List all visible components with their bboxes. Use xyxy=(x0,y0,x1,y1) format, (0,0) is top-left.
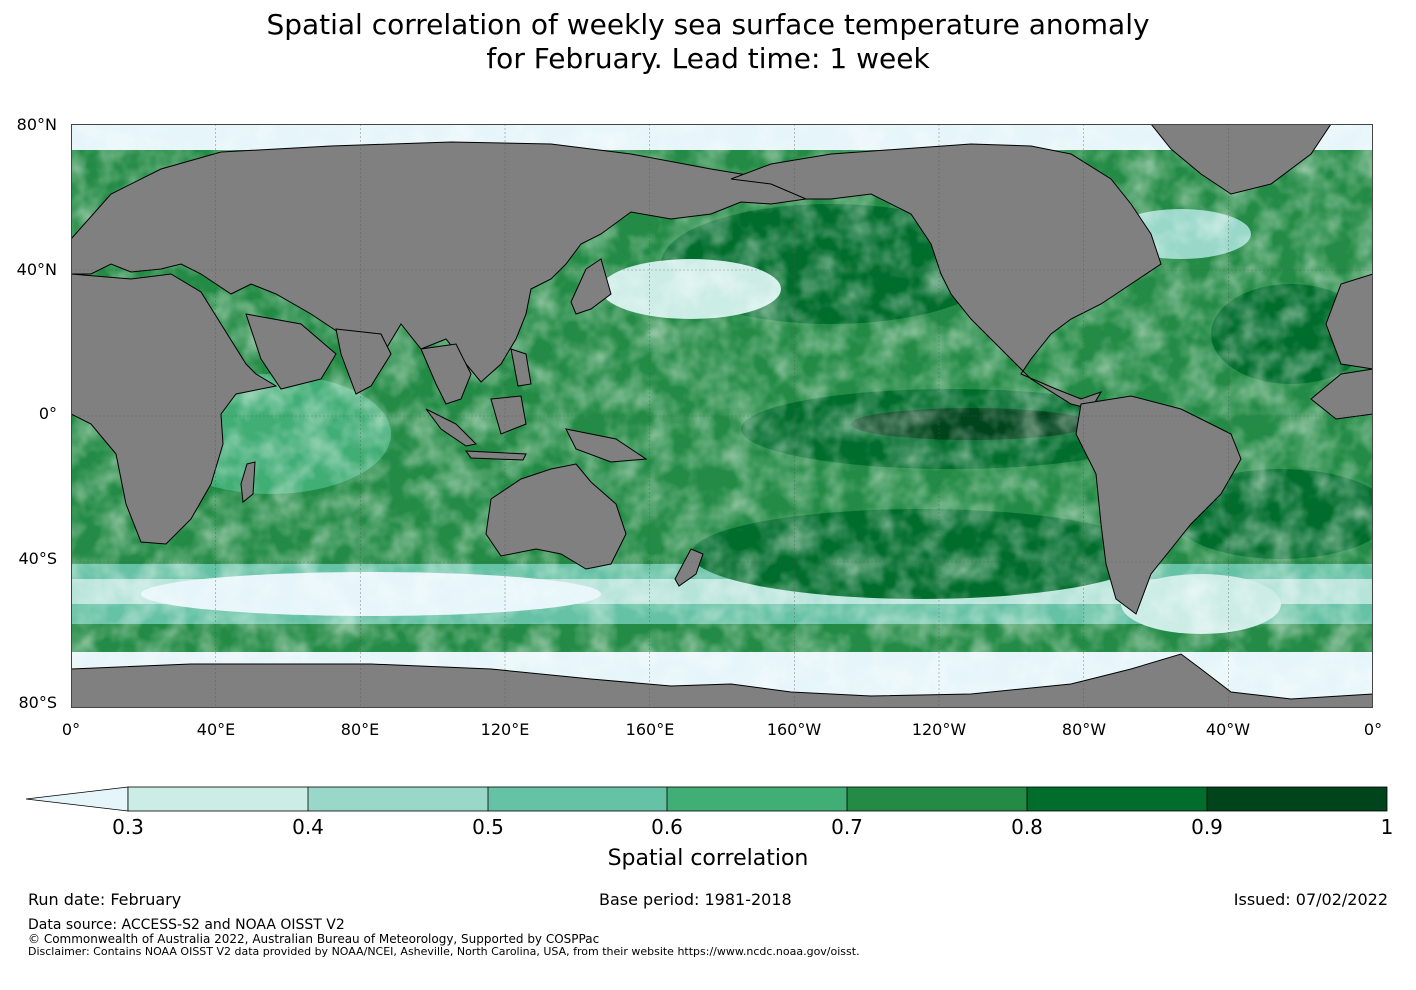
data-source: Data source: ACCESS-S2 and NOAA OISST V2 xyxy=(28,917,345,933)
lon-label-80w: 80°W xyxy=(1061,720,1107,739)
land-philippines xyxy=(510,348,532,387)
land-india xyxy=(335,328,392,395)
lat-label-eq: 0° xyxy=(38,404,57,423)
land-java xyxy=(464,450,527,461)
lon-label-160w: 160°W xyxy=(766,720,822,739)
land-new-zealand xyxy=(674,548,704,587)
base-period: Base period: 1981-2018 xyxy=(599,890,792,909)
graticule xyxy=(71,124,1373,708)
land-arabia xyxy=(245,313,337,390)
lat-label-40n: 40°N xyxy=(16,260,57,279)
colorbar-bin-0.5-0.6 xyxy=(488,787,667,811)
chart-title: Spatial correlation of weekly sea surfac… xyxy=(0,8,1416,76)
colorbar-bin-0.7-0.8 xyxy=(847,787,1027,811)
disclaimer: Disclaimer: Contains NOAA OISST V2 data … xyxy=(28,945,860,958)
lon-label-40w: 40°W xyxy=(1205,720,1251,739)
colorbar-tick-1: 1 xyxy=(1380,815,1394,839)
land-antarctica xyxy=(71,653,1373,708)
lon-label-0-right: 0° xyxy=(1363,720,1383,739)
land-europe-west xyxy=(1325,273,1373,370)
title-line-2: for February. Lead time: 1 week xyxy=(486,42,930,75)
correlation-map xyxy=(71,124,1373,708)
colorbar-tick-0.6: 0.6 xyxy=(651,815,683,839)
land-north-america xyxy=(730,143,1162,410)
colorbar-tick-0.5: 0.5 xyxy=(472,815,504,839)
land-japan xyxy=(570,258,612,315)
lat-label-80n: 80°N xyxy=(16,115,57,134)
land-eurasia xyxy=(71,141,808,390)
run-date: Run date: February xyxy=(28,890,182,909)
lat-label-40s: 40°S xyxy=(18,549,57,568)
colorbar xyxy=(25,786,1390,814)
title-line-1: Spatial correlation of weekly sea surfac… xyxy=(266,8,1150,41)
copyright: © Commonwealth of Australia 2022, Austra… xyxy=(28,932,600,946)
colorbar-label: Spatial correlation xyxy=(607,846,809,871)
colorbar-bin-0.3-0.4 xyxy=(128,787,308,811)
lon-label-0-left: 0° xyxy=(61,720,81,739)
colorbar-tick-0.4: 0.4 xyxy=(292,815,324,839)
colorbar-bin-0.6-0.7 xyxy=(667,787,847,811)
land-australia xyxy=(485,463,627,570)
lon-label-120w: 120°W xyxy=(911,720,967,739)
land-africa-west xyxy=(1310,368,1373,420)
land-south-america xyxy=(1075,395,1242,615)
lon-label-40e: 40°E xyxy=(196,720,236,739)
land-sumatra xyxy=(425,408,478,447)
colorbar-tick-0.3: 0.3 xyxy=(112,815,144,839)
issued-date: Issued: 07/02/2022 xyxy=(1233,890,1388,909)
colorbar-tick-0.7: 0.7 xyxy=(831,815,863,839)
lon-label-120e: 120°E xyxy=(480,720,530,739)
lat-label-80s: 80°S xyxy=(18,693,57,712)
colorbar-bin-0.4-0.5 xyxy=(308,787,488,811)
lon-label-80e: 80°E xyxy=(340,720,380,739)
land-greenland xyxy=(1150,124,1332,195)
land-indochina xyxy=(420,343,472,405)
land-borneo xyxy=(490,395,527,435)
land-masses xyxy=(71,124,1373,708)
land-africa xyxy=(71,273,278,545)
colorbar-extend-arrow xyxy=(25,786,129,812)
colorbar-tick-0.9: 0.9 xyxy=(1191,815,1223,839)
colorbar-bin-0.8-0.9 xyxy=(1027,787,1207,811)
land-new-guinea xyxy=(565,428,648,463)
colorbar-bin-0.9-1 xyxy=(1207,787,1387,811)
lon-label-160e: 160°E xyxy=(625,720,675,739)
colorbar-tick-0.8: 0.8 xyxy=(1011,815,1043,839)
land-madagascar xyxy=(240,461,256,503)
